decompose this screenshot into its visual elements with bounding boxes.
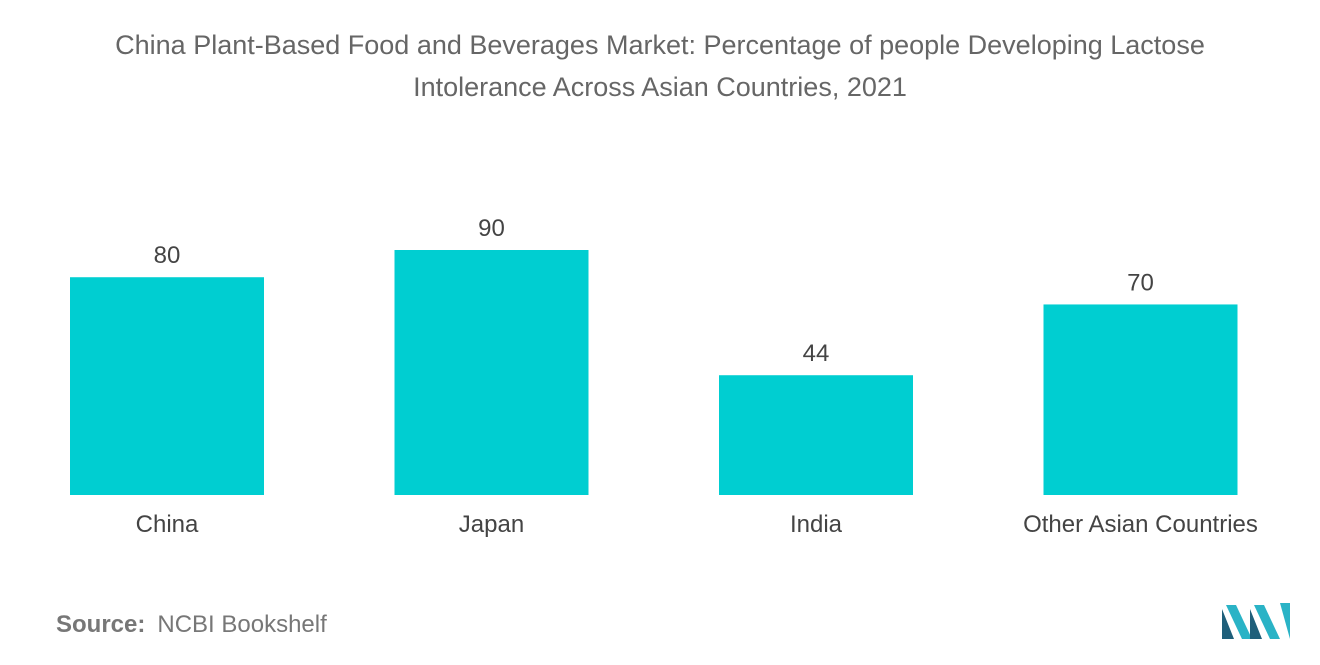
source-note: Source: NCBI Bookshelf (56, 611, 327, 639)
value-label-other-asian-countries: 70 (1127, 269, 1154, 296)
chart-title-line-1: China Plant-Based Food and Beverages Mar… (115, 30, 1205, 60)
mordor-intelligence-logo-icon (1222, 603, 1290, 639)
value-label-india: 44 (803, 340, 830, 367)
chart-title: China Plant-Based Food and Beverages Mar… (0, 24, 1320, 108)
category-label-japan: Japan (459, 511, 524, 538)
value-label-japan: 90 (478, 215, 505, 242)
bar-china (70, 277, 264, 495)
bar-other-asian-countries (1043, 304, 1238, 495)
category-label-china: China (136, 511, 199, 538)
bar-india (719, 375, 913, 495)
category-label-india: India (790, 511, 843, 538)
category-label-other-asian-countries: Other Asian Countries (1023, 511, 1258, 538)
bar-japan (394, 250, 589, 495)
chart-title-line-2: Intolerance Across Asian Countries, 2021 (413, 72, 907, 102)
source-value: NCBI Bookshelf (157, 611, 327, 638)
value-label-china: 80 (154, 242, 181, 269)
source-label: Source: (56, 611, 146, 638)
